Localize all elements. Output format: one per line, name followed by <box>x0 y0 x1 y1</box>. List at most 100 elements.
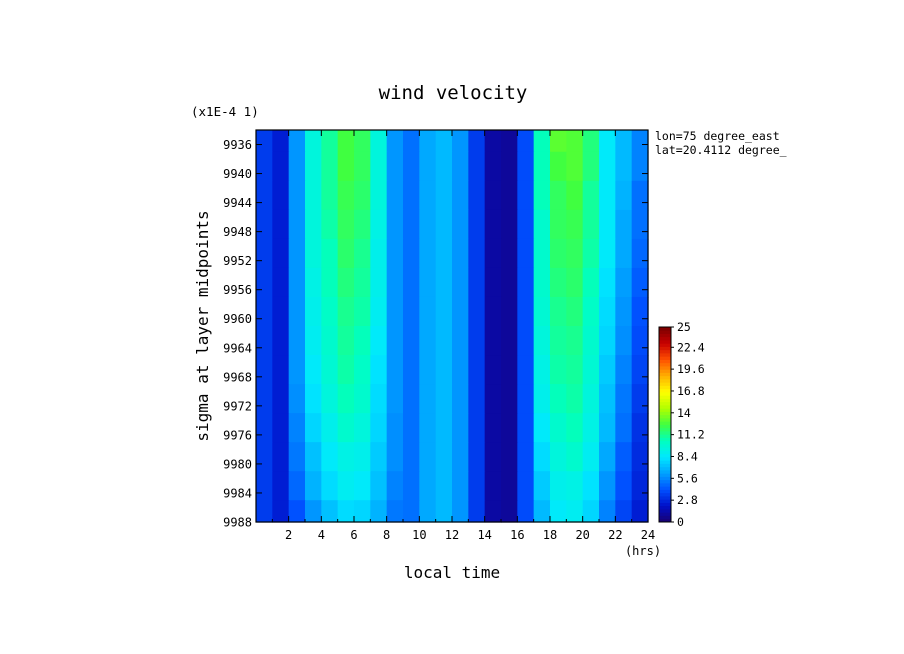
colorbar-swatch <box>659 388 671 393</box>
colorbar-swatch <box>659 424 671 429</box>
heatmap-cell <box>468 500 486 523</box>
colorbar-swatch <box>659 414 671 419</box>
heatmap-cell <box>370 355 388 385</box>
heatmap-cell <box>501 471 518 501</box>
heatmap-cell <box>354 151 371 182</box>
heatmap-cell <box>419 442 437 472</box>
colorbar-swatch <box>659 470 671 474</box>
heatmap-cell <box>370 130 388 153</box>
heatmap-cell <box>484 355 502 385</box>
heatmap-cell <box>533 500 551 523</box>
colorbar-swatch <box>659 512 671 516</box>
heatmap-cell <box>435 296 453 327</box>
heatmap-cell <box>468 384 486 414</box>
heatmap-cell <box>468 209 486 240</box>
heatmap-cell <box>354 500 371 523</box>
heatmap-cell <box>468 180 486 211</box>
heatmap-cell <box>615 267 633 298</box>
y-tick-label: 9936 <box>223 138 252 152</box>
heatmap-cell <box>517 384 535 414</box>
heatmap-cell <box>354 238 371 269</box>
colorbar-swatch <box>659 450 671 455</box>
heatmap-cell <box>288 384 306 414</box>
heatmap-cell <box>321 384 339 414</box>
heatmap-cell <box>582 384 600 414</box>
heatmap-cell <box>419 384 437 414</box>
heatmap-cell <box>452 130 469 153</box>
heatmap-cell <box>403 384 420 414</box>
heatmap-cell <box>599 209 616 240</box>
colorbar-swatch <box>659 362 671 367</box>
heatmap-cell <box>272 296 290 327</box>
heatmap-cell <box>272 442 290 472</box>
heatmap-cell <box>419 413 437 443</box>
heatmap-cell <box>484 296 502 327</box>
heatmap-cell <box>337 471 355 501</box>
heatmap-cell <box>435 151 453 182</box>
heatmap-cell <box>582 130 600 153</box>
heatmap-cell <box>256 326 273 356</box>
heatmap-cell <box>403 326 420 356</box>
heatmap-cell <box>631 442 649 472</box>
heatmap-cell <box>566 130 584 153</box>
heatmap-cell <box>321 130 339 153</box>
colorbar-swatch <box>659 502 671 507</box>
heatmap-cell <box>566 326 584 356</box>
heatmap-cell <box>468 296 486 327</box>
colorbar-label: 14 <box>677 406 691 420</box>
x-tick-label: 8 <box>383 528 390 542</box>
heatmap-cell <box>599 130 616 153</box>
heatmap-cell <box>272 209 290 240</box>
heatmap-cell <box>288 209 306 240</box>
heatmap-cell <box>599 180 616 211</box>
heatmap-cell <box>599 151 616 182</box>
heatmap-cell <box>288 355 306 385</box>
heatmap-cell <box>305 326 322 356</box>
heatmap-cell <box>533 384 551 414</box>
heatmap-cell <box>403 500 420 523</box>
heatmap-cell <box>517 413 535 443</box>
x-tick-label: 6 <box>350 528 357 542</box>
heatmap-cell <box>272 471 290 501</box>
heatmap-cell <box>435 326 453 356</box>
heatmap-cell <box>517 238 535 269</box>
heatmap-cell <box>582 151 600 182</box>
heatmap-cell <box>272 355 290 385</box>
heatmap-cell <box>631 413 649 443</box>
heatmap-plot <box>255 129 649 523</box>
heatmap-cell <box>256 180 273 211</box>
heatmap-cell <box>354 326 371 356</box>
heatmap-cell <box>599 267 616 298</box>
heatmap-cell <box>337 384 355 414</box>
heatmap-cell <box>452 151 469 182</box>
annotation-lat: lat=20.4112 degree_ <box>655 143 787 157</box>
heatmap-cell <box>419 151 437 182</box>
heatmap-cell <box>599 442 616 472</box>
heatmap-cell <box>370 471 388 501</box>
heatmap-cell <box>550 500 567 523</box>
heatmap-cell <box>550 355 567 385</box>
heatmap-cell <box>305 296 322 327</box>
colorbar-swatch <box>659 476 671 481</box>
colorbar-swatch <box>659 346 671 351</box>
x-axis-label: local time <box>404 563 500 582</box>
heatmap-cell <box>256 500 273 523</box>
heatmap-cell <box>452 267 469 298</box>
heatmap-cell <box>452 500 469 523</box>
heatmap-cell <box>305 413 322 443</box>
colorbar-label: 11.2 <box>677 428 705 442</box>
heatmap-cell <box>435 180 453 211</box>
heatmap-cell <box>631 238 649 269</box>
y-axis: 9936 9940 9944 9948 9952 9956 9960 9964 9968 9972… <box>223 138 648 530</box>
chart-title: wind velocity <box>379 82 528 104</box>
heatmap-cell <box>517 151 535 182</box>
y-tick-label: 9964 <box>223 341 252 355</box>
heatmap-cell <box>386 326 404 356</box>
heatmap-cell <box>452 326 469 356</box>
heatmap-cell <box>501 267 518 298</box>
heatmap-cell <box>533 209 551 240</box>
heatmap-cell <box>419 267 437 298</box>
heatmap-cell <box>533 267 551 298</box>
x-tick-label: 4 <box>318 528 325 542</box>
